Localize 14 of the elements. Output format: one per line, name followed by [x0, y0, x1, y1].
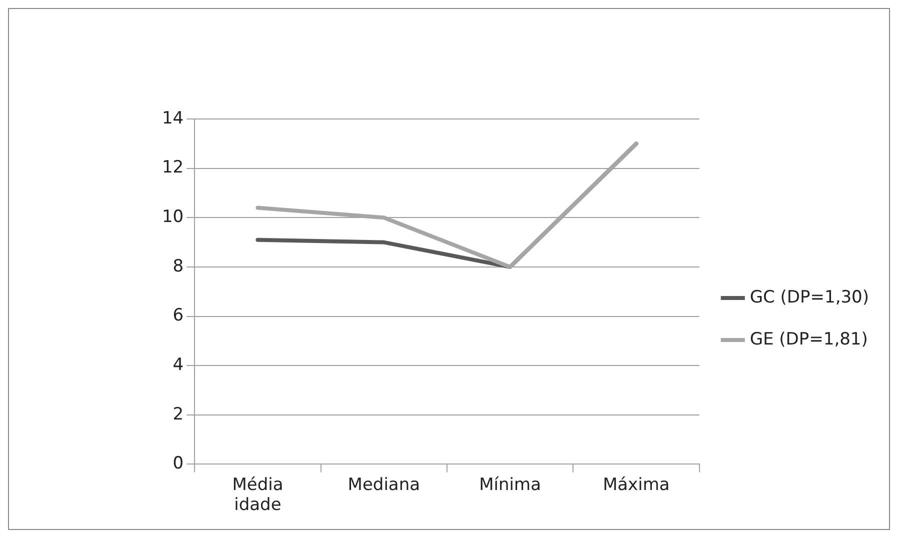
y-tick-label: 8	[172, 256, 184, 276]
y-tick-label: 4	[172, 354, 184, 375]
y-tick-label: 2	[172, 404, 184, 424]
x-tick-label: Média idade	[232, 474, 284, 516]
y-tick-label: 14	[162, 108, 184, 128]
x-tick-label: Mínima	[479, 474, 542, 495]
y-tick-label: 6	[172, 306, 184, 326]
legend-label: GE (DP=1,81)	[750, 329, 868, 350]
legend-label: GC (DP=1,30)	[750, 287, 870, 308]
y-tick-label: 12	[162, 158, 184, 178]
y-tick-label: 0	[172, 454, 184, 474]
y-tick-label: 10	[162, 207, 184, 228]
x-tick-label: Mediana	[348, 474, 420, 495]
x-tick-label: Máxima	[602, 474, 670, 495]
